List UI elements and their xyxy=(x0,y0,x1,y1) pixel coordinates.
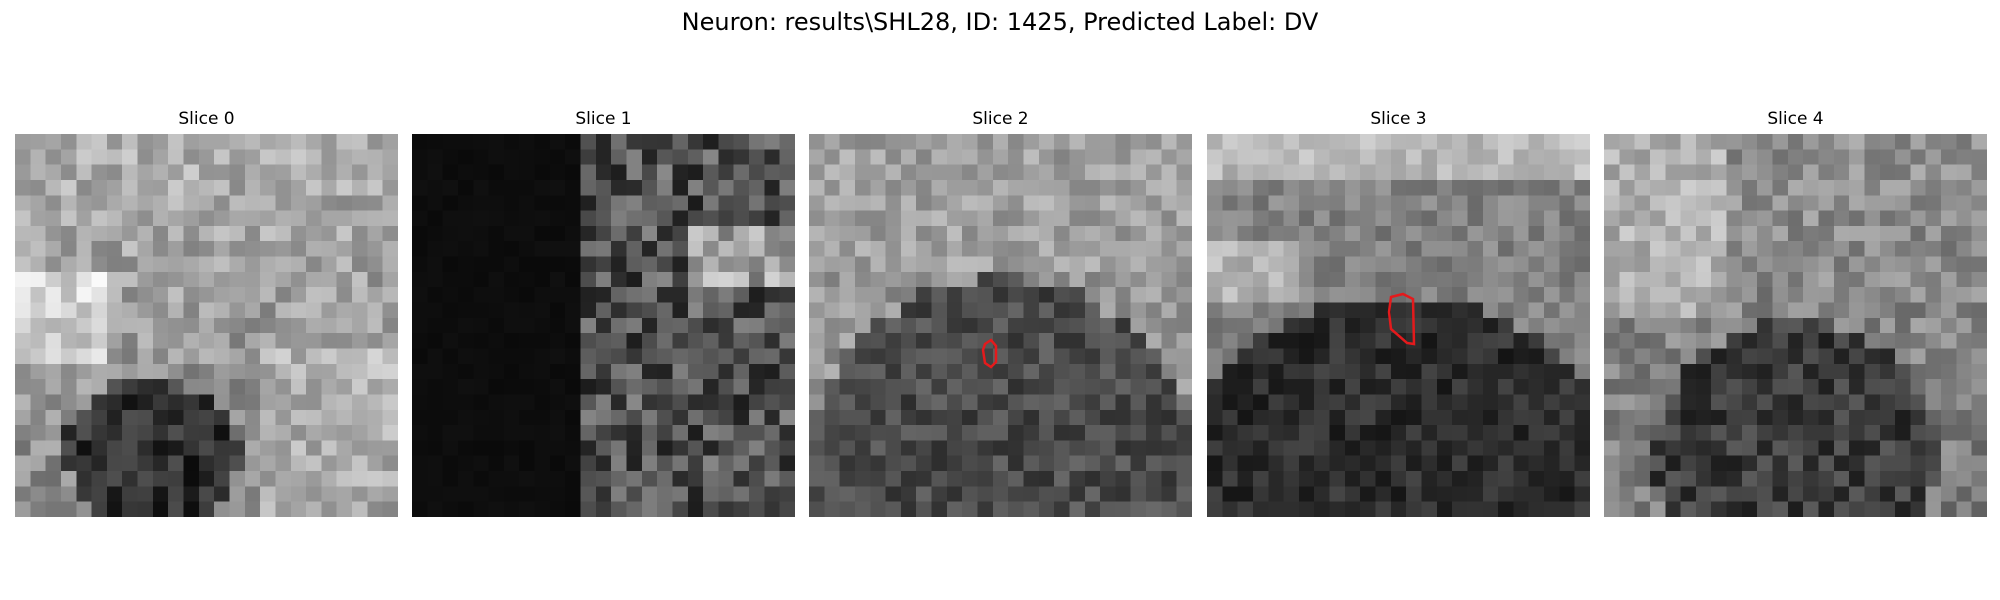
roi-outline xyxy=(981,338,998,369)
slice-panel-4: Slice 4 xyxy=(1604,108,1987,517)
slice-panel-2: Slice 2 xyxy=(809,108,1192,517)
slice-image xyxy=(412,134,795,517)
slice-title: Slice 4 xyxy=(1767,109,1824,129)
slice-image xyxy=(809,134,1192,517)
slice-image xyxy=(1604,134,1987,517)
slice-title: Slice 3 xyxy=(1370,109,1427,129)
slice-title: Slice 2 xyxy=(972,109,1029,129)
slice-title: Slice 0 xyxy=(178,109,235,129)
slice-image xyxy=(1207,134,1590,517)
roi-outline xyxy=(1387,292,1416,346)
slice-title: Slice 1 xyxy=(575,109,632,129)
figure-title: Neuron: results\SHL28, ID: 1425, Predict… xyxy=(681,8,1319,36)
slice-panel-0: Slice 0 xyxy=(15,108,398,517)
slice-panel-3: Slice 3 xyxy=(1207,108,1590,517)
slice-panel-1: Slice 1 xyxy=(412,108,795,517)
slice-image xyxy=(15,134,398,517)
